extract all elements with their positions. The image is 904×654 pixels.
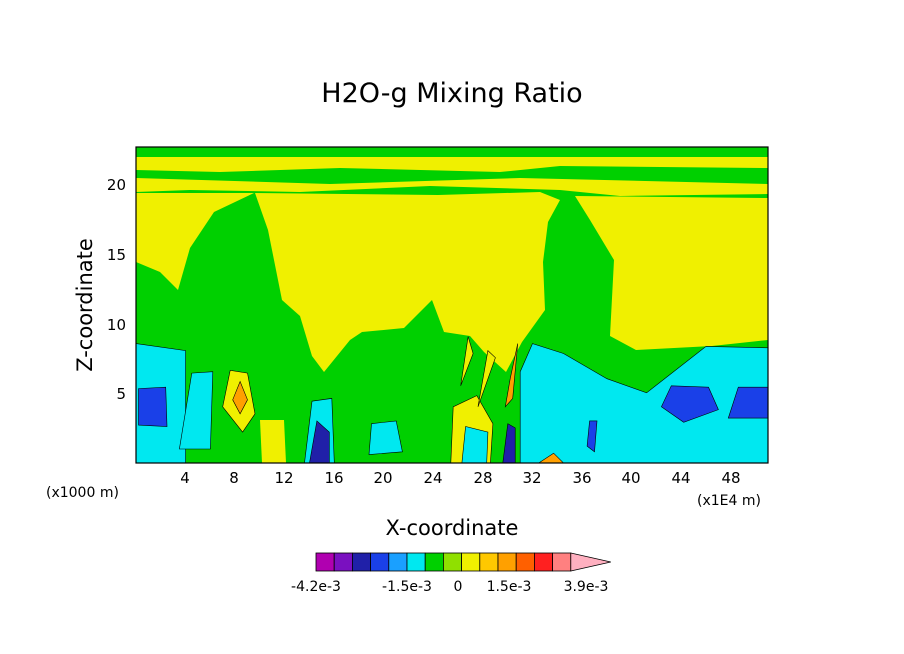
colorbar-swatch bbox=[479, 552, 499, 572]
x-tick-label: 12 bbox=[274, 469, 293, 487]
y-axis: 5 10 15 20 Z-coordinate bbox=[73, 176, 126, 403]
colorbar-swatch bbox=[333, 552, 353, 572]
x-tick-label: 20 bbox=[373, 469, 392, 487]
contour-region-cyan bbox=[179, 371, 214, 450]
y-tick-label: 10 bbox=[107, 316, 126, 334]
x-tick-label: 40 bbox=[621, 469, 640, 487]
colorbar-swatch bbox=[315, 552, 335, 572]
colorbar-swatch bbox=[461, 552, 481, 572]
colorbar-swatch bbox=[370, 552, 390, 572]
colorbar-label: 3.9e-3 bbox=[564, 579, 609, 595]
y-tick-label: 15 bbox=[107, 246, 126, 264]
contour-regions bbox=[136, 336, 768, 463]
left-moist-region bbox=[136, 193, 254, 290]
colorbar-swatch bbox=[388, 552, 408, 572]
colorbar-swatch bbox=[515, 552, 535, 572]
contour-region-cyan bbox=[519, 343, 768, 463]
plot-area bbox=[136, 147, 768, 463]
colorbar-swatches bbox=[315, 552, 611, 572]
contour-region-blue bbox=[661, 385, 719, 423]
colorbar-swatch bbox=[351, 552, 371, 572]
low-left-moist bbox=[260, 420, 286, 463]
x-axis-label: X-coordinate bbox=[386, 516, 519, 540]
colorbar-label: -1.5e-3 bbox=[382, 579, 432, 595]
upper-moist-strip bbox=[136, 178, 768, 196]
right-moist-region bbox=[575, 196, 768, 350]
colorbar-label: 0 bbox=[454, 579, 463, 595]
contour-region-orange bbox=[504, 343, 518, 408]
y-tick-label: 5 bbox=[116, 385, 126, 403]
contour-region-yellow bbox=[477, 349, 496, 407]
contour-region-navy bbox=[502, 423, 516, 463]
plot-frame bbox=[135, 146, 769, 464]
colorbar-label: 1.5e-3 bbox=[487, 579, 532, 595]
contour-region-blue bbox=[727, 386, 768, 419]
contour-region-orange bbox=[232, 380, 248, 415]
x-axis: 4 8 12 16 20 24 28 32 36 40 44 48 (x1000… bbox=[46, 469, 761, 540]
contour-region-cyan bbox=[368, 420, 403, 455]
x-tick-label: 24 bbox=[423, 469, 442, 487]
colorbar-swatch bbox=[497, 552, 517, 572]
x-tick-label: 36 bbox=[572, 469, 591, 487]
colorbar-extend-arrow bbox=[570, 552, 611, 572]
colorbar-label: -4.2e-3 bbox=[291, 579, 341, 595]
x-tick-label: 4 bbox=[180, 469, 190, 487]
colorbar-swatch bbox=[406, 552, 426, 572]
colorbar-swatch bbox=[442, 552, 462, 572]
central-moist-region bbox=[255, 192, 560, 372]
contour-region-cyan bbox=[461, 426, 489, 463]
x-tick-label: 16 bbox=[324, 469, 343, 487]
x-tick-label: 8 bbox=[229, 469, 239, 487]
x-tick-label: 44 bbox=[671, 469, 690, 487]
contour-region-yellow bbox=[460, 336, 474, 386]
y-tick-label: 20 bbox=[107, 176, 126, 194]
contour-region-orange bbox=[538, 452, 564, 463]
contour-region-blue bbox=[138, 386, 168, 427]
colorbar-swatch bbox=[552, 552, 572, 572]
x-unit-left: (x1000 m) bbox=[46, 485, 119, 501]
x-unit-right: (x1E4 m) bbox=[697, 493, 761, 509]
y-axis-label: Z-coordinate bbox=[73, 238, 97, 372]
x-tick-label: 48 bbox=[721, 469, 740, 487]
colorbar-swatch bbox=[534, 552, 554, 572]
upper-moist-band bbox=[136, 157, 768, 172]
contour-region-navy bbox=[309, 420, 330, 463]
x-tick-label: 28 bbox=[473, 469, 492, 487]
x-tick-label: 32 bbox=[522, 469, 541, 487]
colorbar: -4.2e-3 -1.5e-3 0 1.5e-3 3.9e-3 bbox=[291, 552, 611, 595]
contour-region-blue bbox=[586, 420, 598, 453]
colorbar-swatch bbox=[424, 552, 444, 572]
chart-title: H2O-g Mixing Ratio bbox=[321, 78, 582, 109]
